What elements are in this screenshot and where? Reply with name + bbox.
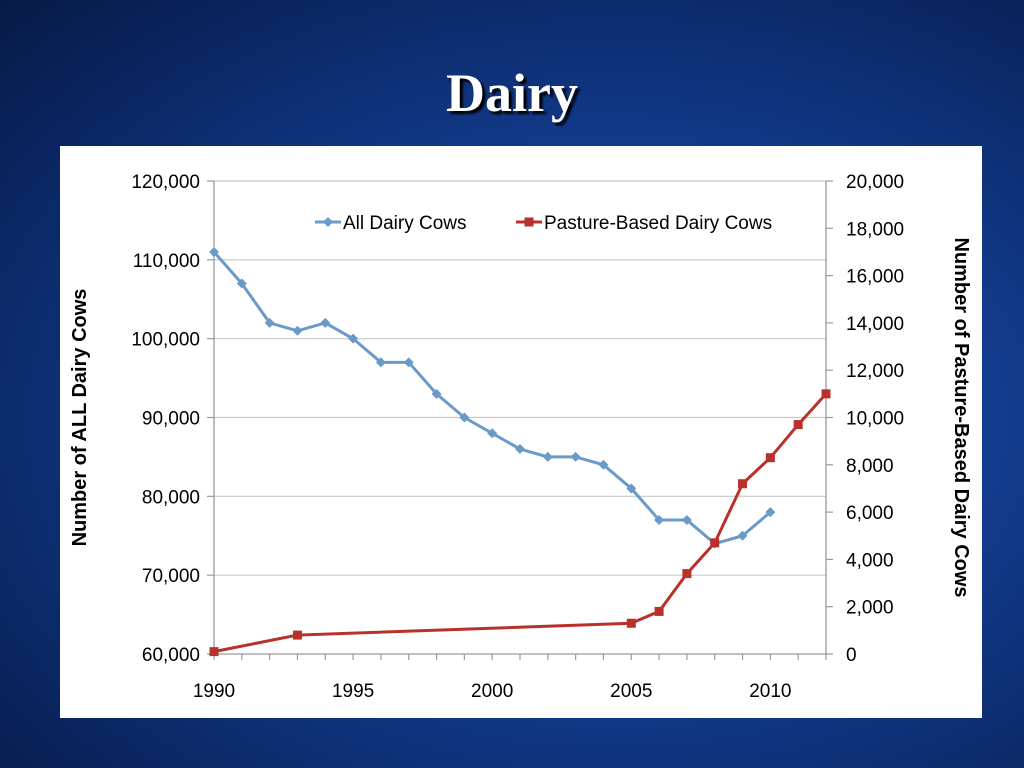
axes [207, 180, 833, 660]
y-tick-label-left: 120,000 [131, 172, 200, 193]
data-point [292, 325, 303, 336]
series-line-2 [213, 392, 828, 654]
y-tick-label-left: 110,000 [133, 251, 200, 272]
x-tick-label: 1995 [332, 681, 374, 702]
x-tick-label: 1990 [193, 681, 235, 702]
y-tick-label-right: 8,000 [846, 456, 894, 477]
data-point [403, 357, 414, 368]
legend-marker-2 [524, 217, 534, 227]
y-tick-label-left: 90,000 [142, 409, 200, 430]
data-point [654, 606, 664, 616]
x-tick-label: 2000 [471, 681, 513, 702]
legend-label-1: All Dairy Cows [343, 213, 467, 234]
data-point [209, 246, 219, 257]
y-tick-label-right: 6,000 [846, 503, 894, 524]
data-point [682, 569, 692, 579]
data-point [626, 618, 636, 628]
data-point [765, 507, 776, 518]
data-point [570, 451, 581, 462]
data-point [264, 317, 275, 328]
y-tick-label-right: 10,000 [846, 409, 904, 430]
y-tick-label-right: 14,000 [846, 314, 904, 335]
data-point [542, 451, 553, 462]
data-point [681, 514, 692, 525]
tick-labels: 60,000 70,000 80,000 90,000 100,000 110,000 12… [131, 172, 904, 702]
data-point [738, 479, 748, 489]
data-point [375, 357, 386, 368]
data-point [710, 538, 720, 548]
plot-area [209, 246, 831, 657]
series-line-1 [212, 250, 772, 546]
y-tick-label-right: 2,000 [846, 598, 894, 619]
dairy-chart: 60,000 70,000 80,000 90,000 100,000 110,000 12… [69, 172, 972, 702]
data-point [236, 278, 247, 289]
y-tick-label-left: 60,000 [142, 645, 200, 666]
y-tick-label-right: 18,000 [846, 219, 904, 240]
data-point [209, 647, 219, 657]
data-point [654, 514, 665, 525]
y-tick-label-right: 12,000 [846, 361, 904, 382]
legend: All Dairy Cows Pasture-Based Dairy Cows [315, 213, 772, 234]
x-tick-label: 2005 [610, 681, 652, 702]
y-tick-label-left: 80,000 [142, 487, 200, 508]
data-point [459, 412, 470, 423]
y-tick-label-left: 100,000 [131, 330, 200, 351]
data-point [515, 444, 525, 455]
data-point [793, 420, 803, 430]
data-point [292, 630, 302, 640]
legend-label-2: Pasture-Based Dairy Cows [544, 213, 772, 234]
x-tick-label: 2010 [749, 681, 791, 702]
y-tick-label-right: 16,000 [846, 267, 904, 288]
y-tick-label-right: 20,000 [846, 172, 904, 193]
chart-panel: 60,000 70,000 80,000 90,000 100,000 110,000 12… [60, 146, 982, 718]
y-axis-title-right: Number of Pasture-Based Dairy Cows [950, 237, 972, 597]
data-point [821, 389, 831, 399]
data-point [737, 530, 748, 541]
legend-marker-1 [323, 217, 333, 227]
data-point [348, 333, 359, 344]
y-axis-title-left: Number of ALL Dairy Cows [69, 289, 91, 547]
data-point [626, 483, 637, 494]
data-point [487, 428, 498, 439]
data-point [431, 388, 442, 399]
gridlines [214, 180, 826, 576]
y-tick-label-right: 0 [846, 645, 857, 666]
data-point [598, 459, 609, 470]
y-tick-label-left: 70,000 [142, 566, 200, 587]
data-point [765, 453, 775, 463]
y-tick-label-right: 4,000 [846, 550, 894, 571]
slide-title: Dairy [446, 63, 578, 123]
data-point [320, 317, 331, 328]
